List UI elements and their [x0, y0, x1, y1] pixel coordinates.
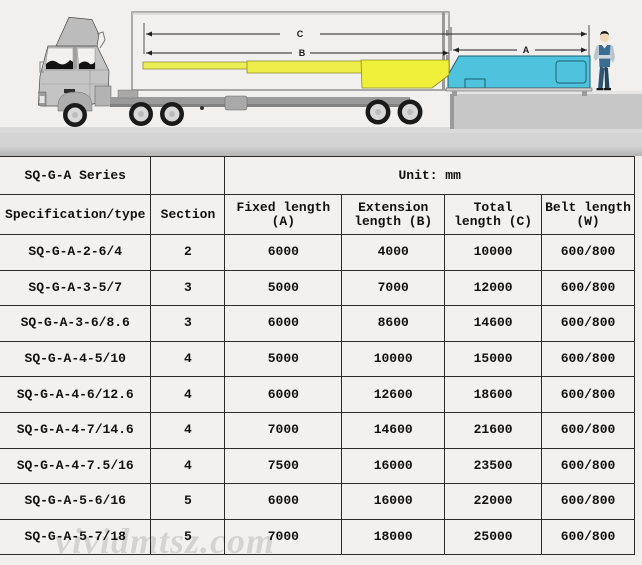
svg-text:B: B — [299, 48, 306, 58]
svg-text:C: C — [297, 29, 304, 39]
svg-text:A: A — [523, 45, 530, 55]
